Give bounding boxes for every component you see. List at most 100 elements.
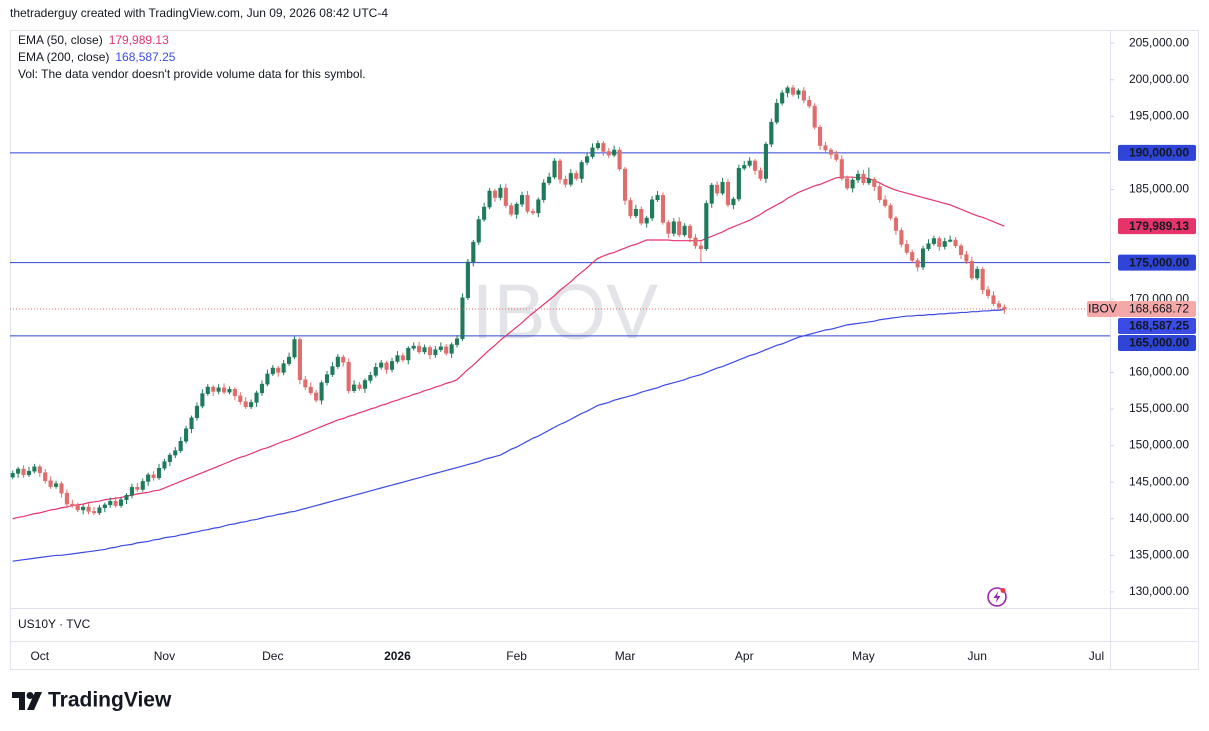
candle-body — [709, 184, 714, 204]
candle-body — [704, 203, 709, 250]
candle-body — [606, 151, 611, 156]
candle-body — [644, 217, 649, 224]
candle-body — [536, 199, 541, 214]
candle-body — [796, 90, 801, 95]
x-tick-label: Nov — [154, 649, 175, 663]
candle-body — [937, 238, 942, 247]
candle-body — [243, 401, 248, 408]
candle-body — [953, 239, 958, 247]
y-tick-label: 150,000.00 — [1129, 438, 1189, 452]
candle-body — [812, 105, 817, 128]
candle-body — [189, 417, 194, 429]
y-tick-label: 130,000.00 — [1129, 584, 1189, 598]
legend-ema50: EMA (50, close) 179,989.13 — [18, 33, 169, 47]
price-tag-label: 175,000.00 — [1129, 255, 1189, 269]
candle-body — [129, 487, 134, 496]
candle-body — [259, 383, 265, 394]
candle-body — [281, 363, 286, 373]
candle-body — [780, 92, 785, 104]
candle-body — [308, 386, 313, 394]
candle-body — [395, 355, 400, 362]
price-tag — [1118, 218, 1196, 235]
candle-body — [368, 375, 373, 381]
candle-body — [926, 243, 931, 250]
price-tag — [1118, 144, 1196, 161]
candle-body — [948, 239, 953, 242]
legend-name: EMA (50, close) — [18, 33, 103, 47]
price-tag-label: 190,000.00 — [1129, 146, 1189, 160]
candle-body — [379, 362, 384, 368]
y-tick-label: 185,000.00 — [1129, 182, 1189, 196]
candle-body — [915, 260, 920, 268]
candle-body — [433, 349, 438, 356]
candle-body — [146, 474, 151, 482]
candle-body — [503, 187, 508, 206]
candle-body — [54, 483, 59, 487]
candle-body — [801, 90, 806, 101]
candle-body — [585, 156, 590, 163]
candle-body — [991, 295, 996, 304]
alert-icon[interactable] — [987, 587, 1007, 607]
candle-body — [807, 99, 812, 107]
candle-body — [921, 248, 926, 268]
candle-body — [449, 344, 454, 354]
ema-line — [12, 308, 1005, 562]
y-tick-label: 200,000.00 — [1129, 72, 1189, 86]
candle-body — [384, 362, 389, 370]
candle-body — [64, 492, 69, 505]
candle-body — [530, 211, 535, 214]
candle-body — [996, 303, 1001, 308]
candle-body — [216, 387, 221, 392]
candle-body — [861, 173, 866, 184]
candle-body — [10, 473, 15, 478]
candle-body — [476, 219, 481, 243]
candle-body — [21, 468, 26, 476]
candle-body — [140, 481, 145, 490]
y-tick-label: 145,000.00 — [1129, 474, 1189, 488]
price-tag — [1118, 300, 1196, 317]
candle-body — [411, 345, 416, 349]
candle-body — [883, 199, 888, 206]
candle-body — [205, 386, 210, 394]
attribution: thetraderguy created with TradingView.co… — [10, 6, 388, 20]
candle-body — [975, 268, 980, 279]
candle-body — [525, 195, 530, 212]
candle-body — [81, 506, 86, 511]
candle-body — [687, 225, 693, 239]
candle-body — [893, 217, 899, 231]
candle-body — [855, 173, 861, 181]
candle-body — [400, 355, 405, 361]
x-tick-label: Jun — [968, 649, 987, 663]
candle-body — [48, 480, 53, 487]
candle-body — [958, 245, 964, 255]
candle-body — [75, 505, 80, 511]
candle-body — [763, 143, 768, 179]
candle-body — [698, 245, 703, 250]
x-tick-label: Oct — [30, 649, 49, 663]
candle-body — [622, 168, 628, 201]
candle-body — [162, 461, 167, 469]
candle-body — [731, 198, 736, 206]
candle-body — [828, 149, 833, 155]
candle-body — [357, 384, 362, 389]
legend-value: 179,989.13 — [109, 33, 169, 47]
candle-body — [32, 466, 37, 472]
candle-body — [178, 440, 183, 451]
candle-body — [43, 472, 48, 481]
candle-body — [720, 181, 725, 194]
ema-line — [12, 176, 1005, 520]
candle-body — [931, 238, 936, 244]
candle-body — [753, 160, 758, 171]
candle-body — [227, 388, 232, 393]
candle-body — [834, 154, 839, 160]
candle-body — [200, 393, 205, 407]
candle-body — [156, 468, 162, 479]
candle-body — [173, 450, 178, 456]
candle-body — [265, 373, 270, 385]
y-tick-label: 160,000.00 — [1129, 365, 1189, 379]
candle-body — [899, 230, 904, 245]
candle-body — [725, 181, 731, 206]
candle-body — [617, 149, 622, 170]
